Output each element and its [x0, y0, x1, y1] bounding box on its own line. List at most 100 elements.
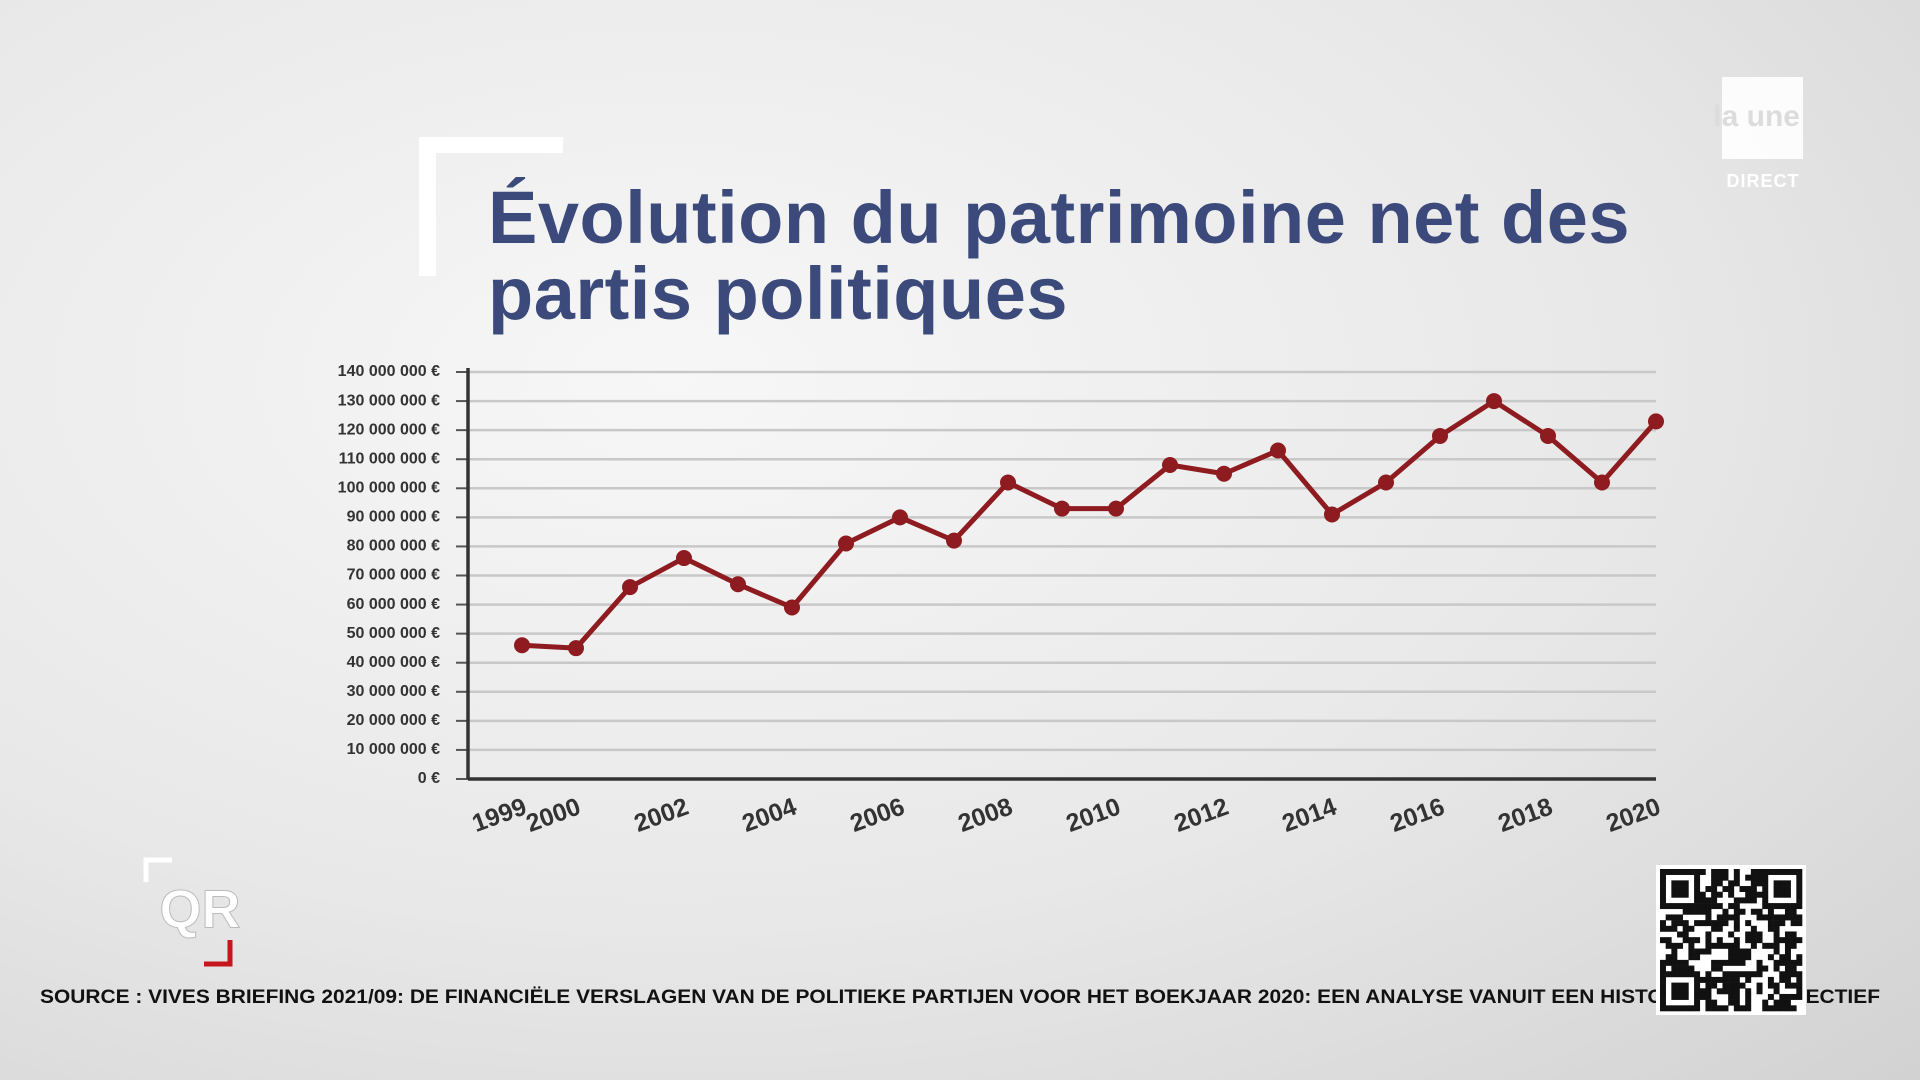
qr-module [1694, 954, 1701, 961]
qr-module [1745, 993, 1752, 1000]
qr-module [1722, 971, 1729, 978]
qr-module [1790, 903, 1797, 910]
qr-module [1699, 948, 1706, 955]
qr-module [1665, 914, 1672, 921]
qr-module [1671, 925, 1678, 932]
qr-module [1660, 891, 1666, 898]
qr-module [1705, 982, 1712, 989]
qr-module [1682, 988, 1689, 995]
qr-module [1767, 993, 1774, 1000]
y-tick-label: 10 000 000 € [347, 741, 441, 758]
data-point [676, 550, 692, 567]
qr-module [1728, 914, 1735, 921]
qr-module [1790, 931, 1797, 938]
qr-code [1656, 865, 1806, 1015]
qr-module [1682, 959, 1689, 966]
qr-module [1665, 869, 1672, 875]
qr-module [1694, 971, 1701, 978]
qr-module [1745, 891, 1752, 898]
qr-module [1682, 903, 1689, 910]
show-bracket [143, 857, 172, 882]
qr-module [1773, 914, 1780, 921]
qr-module [1739, 954, 1746, 961]
qr-module [1745, 954, 1752, 961]
qr-module [1733, 948, 1740, 955]
qr-module [1711, 874, 1718, 881]
data-point [622, 579, 638, 596]
qr-module [1682, 931, 1689, 938]
qr-module [1784, 937, 1791, 944]
qr-module [1784, 869, 1791, 875]
qr-module [1733, 920, 1740, 927]
qr-module [1767, 920, 1774, 927]
qr-module [1688, 908, 1695, 915]
qr-module [1716, 976, 1723, 983]
qr-module [1733, 874, 1740, 881]
qr-module [1796, 988, 1803, 995]
qr-module [1711, 886, 1718, 893]
qr-module [1767, 976, 1774, 983]
qr-module [1682, 880, 1689, 887]
qr-module [1790, 869, 1797, 875]
qr-module [1671, 988, 1678, 995]
qr-module [1728, 942, 1735, 949]
qr-module [1767, 908, 1774, 915]
qr-module [1722, 959, 1729, 966]
qr-module [1677, 880, 1684, 887]
qr-module [1694, 1005, 1701, 1012]
qr-module [1716, 891, 1723, 898]
data-point [946, 532, 962, 549]
qr-module [1688, 869, 1695, 875]
qr-module [1779, 959, 1786, 966]
qr-module [1694, 948, 1701, 955]
x-tick-label: 2020 [1602, 793, 1664, 838]
qr-module [1762, 914, 1769, 921]
qr-module [1699, 869, 1706, 875]
channel-logo: la une [1713, 100, 1800, 133]
qr-module [1660, 971, 1666, 978]
qr-module [1705, 999, 1712, 1006]
qr-module [1728, 891, 1735, 898]
qr-module [1660, 999, 1666, 1006]
qr-module [1762, 891, 1769, 898]
qr-module [1682, 993, 1689, 1000]
qr-module [1660, 937, 1666, 944]
qr-module [1750, 897, 1757, 904]
qr-module [1733, 982, 1740, 989]
qr-module [1779, 971, 1786, 978]
qr-module [1796, 937, 1803, 944]
y-tick-label: 50 000 000 € [347, 625, 441, 642]
x-tick-label: 2016 [1386, 793, 1448, 838]
y-tick-label: 70 000 000 € [347, 567, 441, 584]
qr-module [1739, 908, 1746, 915]
y-tick-label: 80 000 000 € [347, 538, 441, 555]
qr-module [1699, 891, 1706, 898]
x-tick-label: 2006 [846, 793, 908, 838]
qr-module [1682, 920, 1689, 927]
qr-module [1733, 880, 1740, 887]
qr-module [1694, 891, 1701, 898]
qr-module [1767, 869, 1774, 875]
qr-module [1733, 954, 1740, 961]
qr-module [1699, 897, 1706, 904]
qr-module [1790, 982, 1797, 989]
qr-module [1677, 965, 1684, 972]
qr-module [1705, 976, 1712, 983]
y-tick-label: 140 000 000 € [338, 363, 440, 380]
qr-module [1677, 886, 1684, 893]
qr-module [1705, 971, 1712, 978]
qr-module [1671, 948, 1678, 955]
qr-module [1733, 937, 1740, 944]
qr-module [1773, 886, 1780, 893]
qr-module [1660, 920, 1666, 927]
qr-module [1728, 993, 1735, 1000]
qr-module [1677, 982, 1684, 989]
qr-module [1716, 1005, 1723, 1012]
data-point [1108, 500, 1124, 517]
qr-module [1711, 965, 1718, 972]
show-logo: QR [160, 879, 241, 939]
qr-module [1671, 965, 1678, 972]
qr-module [1796, 891, 1803, 898]
qr-module [1682, 908, 1689, 915]
